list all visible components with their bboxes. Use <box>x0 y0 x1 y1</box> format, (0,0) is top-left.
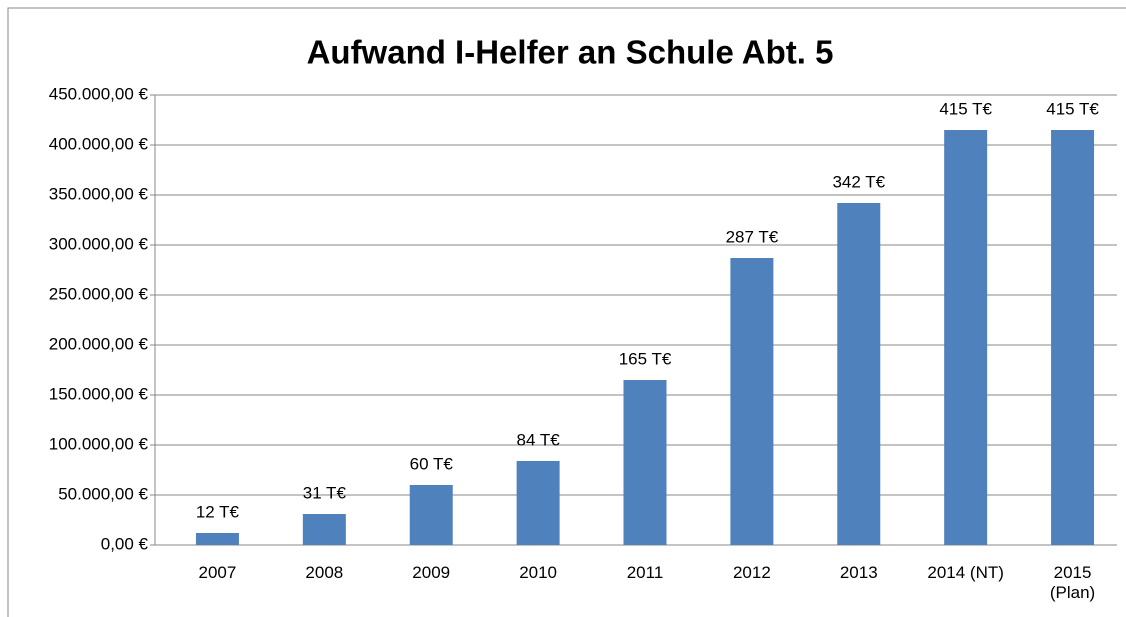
chart-border <box>7 7 1126 617</box>
bar <box>837 203 881 545</box>
y-tick-label: 250.000,00 € <box>49 284 149 303</box>
bar <box>1051 130 1095 545</box>
data-label: 84 T€ <box>517 430 561 449</box>
y-tick-label: 0,00 € <box>101 534 149 553</box>
y-tick-label: 400.000,00 € <box>49 134 149 153</box>
y-tick-label: 200.000,00 € <box>49 334 149 353</box>
data-label: 12 T€ <box>196 502 240 521</box>
bar <box>409 485 453 545</box>
chart-title: Aufwand I-Helfer an Schule Abt. 5 <box>307 34 834 71</box>
bar <box>944 130 988 545</box>
bar <box>195 533 239 545</box>
y-tick-label: 350.000,00 € <box>49 184 149 203</box>
data-label: 60 T€ <box>410 454 454 473</box>
y-tick-label: 100.000,00 € <box>49 434 149 453</box>
data-label: 287 T€ <box>726 227 779 246</box>
x-tick-label: 2014 (NT) <box>927 563 1004 582</box>
y-tick-label: 150.000,00 € <box>49 384 149 403</box>
x-tick-label: 2012 <box>732 563 771 582</box>
bar <box>730 258 774 545</box>
x-tick-label: 2008 <box>305 563 344 582</box>
data-label: 31 T€ <box>303 483 347 502</box>
bar <box>302 514 346 545</box>
x-tick-label: 2013 <box>839 563 878 582</box>
data-label: 415 T€ <box>1046 99 1099 118</box>
y-tick-label: 450.000,00 € <box>49 84 149 103</box>
data-label: 165 T€ <box>619 349 672 368</box>
bar <box>623 380 667 545</box>
y-tick-label: 50.000,00 € <box>58 484 148 503</box>
x-tick-label: 2010 <box>519 563 558 582</box>
x-tick-label: 2015 (Plan) <box>1049 563 1096 602</box>
x-tick-label: 2011 <box>626 563 664 582</box>
x-tick-label: 2009 <box>412 563 451 582</box>
y-tick-label: 300.000,00 € <box>49 234 149 253</box>
data-label: 342 T€ <box>832 172 885 191</box>
x-tick-label: 2007 <box>198 563 237 582</box>
bar <box>516 461 560 545</box>
data-label: 415 T€ <box>939 99 992 118</box>
